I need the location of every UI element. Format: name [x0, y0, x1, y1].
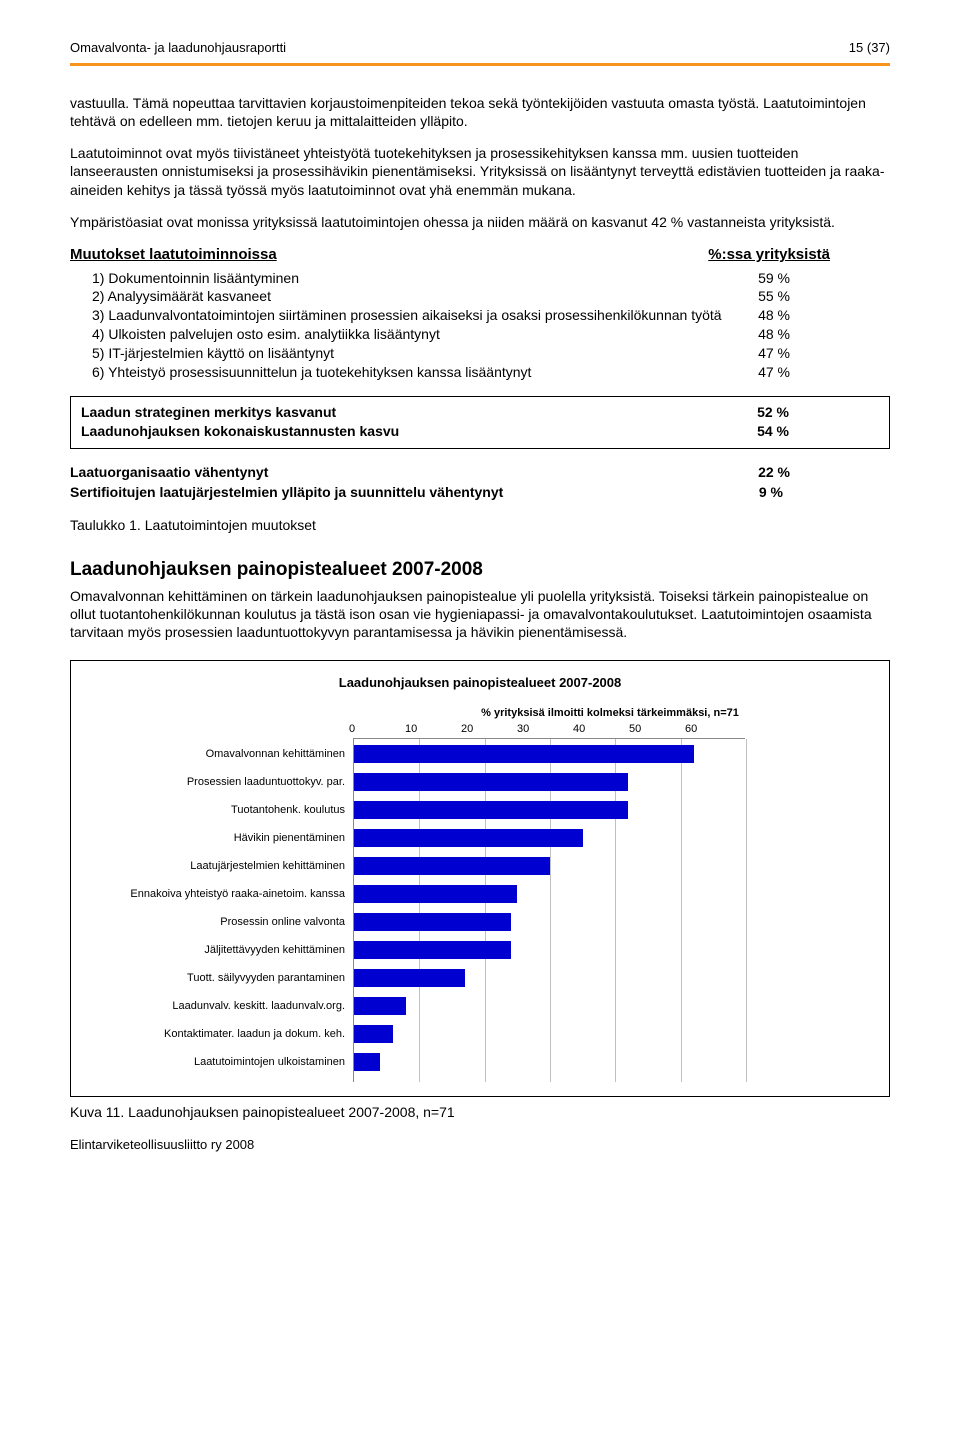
- muutokset-title: Muutokset laatutoiminnoissa: [70, 245, 277, 265]
- box-r2-val: 54 %: [757, 422, 789, 442]
- header-divider: [70, 63, 890, 66]
- chart-bar-row: [354, 941, 511, 959]
- chart-ylabel: Omavalvonnan kehittäminen: [85, 747, 345, 761]
- list-item-value: 59 %: [758, 269, 790, 288]
- chart-bar-row: [354, 857, 550, 875]
- chart-bar-row: [354, 969, 465, 987]
- chart-bar-row: [354, 997, 406, 1015]
- box-r2-label: Laadunohjauksen kokonaiskustannusten kas…: [81, 422, 399, 442]
- gridline: [746, 739, 747, 1082]
- bold-r2-label: Sertifioitujen laatujärjestelmien ylläpi…: [70, 483, 503, 503]
- chart-bar-row: [354, 1053, 380, 1071]
- chart-bar: [354, 801, 628, 819]
- list-item: 1) Dokumentoinnin lisääntyminen 59 %: [92, 269, 890, 288]
- chart-ylabel: Tuotantohenk. koulutus: [85, 803, 345, 817]
- chart-ylabel: Prosessin online valvonta: [85, 915, 345, 929]
- chart-bar-row: [354, 1025, 393, 1043]
- header-right: 15 (37): [849, 40, 890, 57]
- chart-bar: [354, 1025, 393, 1043]
- chart-bar-row: [354, 801, 628, 819]
- list-item: 5) IT-järjestelmien käyttö on lisääntyny…: [92, 344, 890, 363]
- list-item-label: 5) IT-järjestelmien käyttö on lisääntyny…: [92, 344, 740, 363]
- chart-ylabel: Laatutoimintojen ulkoistaminen: [85, 1055, 345, 1069]
- chart-axis-title: % yrityksisä ilmoitti kolmeksi tärkeimmä…: [351, 706, 869, 720]
- chart-bar: [354, 745, 694, 763]
- section2-title: Laadunohjauksen painopistealueet 2007-20…: [70, 558, 890, 583]
- list-item-value: 47 %: [758, 363, 790, 382]
- xtick: 60: [685, 722, 741, 736]
- chart-bar-row: [354, 885, 517, 903]
- box-r1-label: Laadun strateginen merkitys kasvanut: [81, 403, 336, 423]
- taulukko-caption: Taulukko 1. Laatutoimintojen muutokset: [70, 516, 890, 534]
- paragraph-3: Ympäristöasiat ovat monissa yrityksissä …: [70, 213, 890, 231]
- list-item-label: 4) Ulkoisten palvelujen osto esim. analy…: [92, 325, 740, 344]
- list-item-value: 48 %: [758, 325, 790, 344]
- chart-bar: [354, 829, 583, 847]
- list-item-value: 55 %: [758, 287, 790, 306]
- xtick: 40: [573, 722, 629, 736]
- chart-bar: [354, 997, 406, 1015]
- chart-bar: [354, 885, 517, 903]
- chart-ylabel: Laadunvalv. keskitt. laadunvalv.org.: [85, 999, 345, 1013]
- list-item: 3) Laadunvalvontatoimintojen siirtäminen…: [92, 306, 890, 325]
- list-item: 4) Ulkoisten palvelujen osto esim. analy…: [92, 325, 890, 344]
- kuva-caption: Kuva 11. Laadunohjauksen painopistealuee…: [70, 1103, 890, 1121]
- chart-ylabel: Kontaktimater. laadun ja dokum. keh.: [85, 1027, 345, 1041]
- chart-bar: [354, 857, 550, 875]
- paragraph-1: vastuulla. Tämä nopeuttaa tarvittavien k…: [70, 94, 890, 130]
- chart-bar: [354, 941, 511, 959]
- muutokset-col-title: %:ssa yrityksistä: [708, 245, 830, 265]
- chart-bar: [354, 913, 511, 931]
- chart-xticks: 0102030405060: [349, 722, 869, 736]
- chart-title: Laadunohjauksen painopistealueet 2007-20…: [91, 675, 869, 692]
- paragraph-2: Laatutoiminnot ovat myös tiivistäneet yh…: [70, 144, 890, 199]
- xtick: 50: [629, 722, 685, 736]
- list-item-value: 48 %: [758, 306, 790, 325]
- list-item-value: 47 %: [758, 344, 790, 363]
- list-item-label: 2) Analyysimäärät kasvaneet: [92, 287, 740, 306]
- chart-bar-row: [354, 913, 511, 931]
- list-item-label: 1) Dokumentoinnin lisääntyminen: [92, 269, 740, 288]
- gridline: [681, 739, 682, 1082]
- section2-body: Omavalvonnan kehittäminen on tärkein laa…: [70, 587, 890, 642]
- xtick: 20: [461, 722, 517, 736]
- header-left: Omavalvonta- ja laadunohjausraportti: [70, 40, 286, 57]
- list-item-label: 3) Laadunvalvontatoimintojen siirtäminen…: [92, 306, 740, 325]
- chart-container: Laadunohjauksen painopistealueet 2007-20…: [70, 660, 890, 1097]
- bold-r2-val: 9 %: [759, 483, 783, 503]
- chart-ylabel: Jäljitettävyyden kehittäminen: [85, 943, 345, 957]
- chart-ylabel: Ennakoiva yhteistyö raaka-ainetoim. kans…: [85, 887, 345, 901]
- highlight-box: Laadun strateginen merkitys kasvanut 52 …: [70, 396, 890, 449]
- xtick: 10: [405, 722, 461, 736]
- list-item: 6) Yhteistyö prosessisuunnittelun ja tuo…: [92, 363, 890, 382]
- chart-bar: [354, 969, 465, 987]
- chart-ylabel: Hävikin pienentäminen: [85, 831, 345, 845]
- bold-r1-label: Laatuorganisaatio vähentynyt: [70, 463, 268, 483]
- chart-bar-row: [354, 745, 694, 763]
- list-item: 2) Analyysimäärät kasvaneet 55 %: [92, 287, 890, 306]
- xtick: 30: [517, 722, 573, 736]
- chart-ylabel: Prosessien laaduntuottokyv. par.: [85, 775, 345, 789]
- footer: Elintarviketeollisuusliitto ry 2008: [70, 1137, 890, 1154]
- xtick: 0: [349, 722, 405, 736]
- chart-bar: [354, 773, 628, 791]
- list-item-label: 6) Yhteistyö prosessisuunnittelun ja tuo…: [92, 363, 740, 382]
- chart-ylabel: Tuott. säilyvyyden parantaminen: [85, 971, 345, 985]
- bold-r1-val: 22 %: [758, 463, 790, 483]
- box-r1-val: 52 %: [757, 403, 789, 423]
- muutokset-list: 1) Dokumentoinnin lisääntyminen59 %2) An…: [92, 269, 890, 382]
- chart-bar: [354, 1053, 380, 1071]
- chart-bar-row: [354, 829, 583, 847]
- chart-ylabel: Laatujärjestelmien kehittäminen: [85, 859, 345, 873]
- chart-plot: Omavalvonnan kehittäminenProsessien laad…: [353, 738, 745, 1082]
- chart-bar-row: [354, 773, 628, 791]
